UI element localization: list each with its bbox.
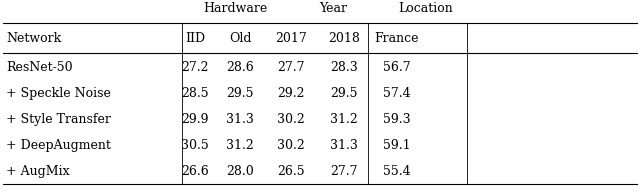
Text: 2017: 2017 (275, 32, 307, 45)
Text: 28.5: 28.5 (181, 87, 209, 100)
Text: 57.4: 57.4 (383, 87, 411, 100)
Text: 56.7: 56.7 (383, 61, 411, 74)
Text: 30.2: 30.2 (277, 113, 305, 126)
Text: Year: Year (319, 2, 347, 15)
Text: ResNet-50: ResNet-50 (6, 61, 73, 74)
Text: + Speckle Noise: + Speckle Noise (6, 87, 111, 100)
Text: 29.2: 29.2 (278, 87, 305, 100)
Text: + Style Transfer: + Style Transfer (6, 113, 111, 126)
Text: + AugMix: + AugMix (6, 165, 70, 178)
Text: 55.4: 55.4 (383, 165, 411, 178)
Text: 31.2: 31.2 (330, 113, 358, 126)
Text: Network: Network (6, 32, 61, 45)
Text: Old: Old (228, 32, 252, 45)
Text: 59.3: 59.3 (383, 113, 411, 126)
Text: + DeepAugment: + DeepAugment (6, 139, 111, 152)
Text: 30.2: 30.2 (277, 139, 305, 152)
Text: 31.3: 31.3 (226, 113, 254, 126)
Text: 26.5: 26.5 (277, 165, 305, 178)
Text: Hardware: Hardware (204, 2, 268, 15)
Text: 29.9: 29.9 (182, 113, 209, 126)
Text: 2018: 2018 (328, 32, 360, 45)
Text: 31.2: 31.2 (226, 139, 254, 152)
Text: 27.2: 27.2 (182, 61, 209, 74)
Text: 28.0: 28.0 (226, 165, 254, 178)
Text: 27.7: 27.7 (331, 165, 358, 178)
Text: 29.5: 29.5 (331, 87, 358, 100)
Text: 31.3: 31.3 (330, 139, 358, 152)
Text: 28.3: 28.3 (330, 61, 358, 74)
Text: 26.6: 26.6 (181, 165, 209, 178)
Text: IID: IID (185, 32, 205, 45)
Text: 28.6: 28.6 (226, 61, 254, 74)
Text: Location: Location (398, 2, 453, 15)
Text: 30.5: 30.5 (181, 139, 209, 152)
Text: 29.5: 29.5 (227, 87, 253, 100)
Text: 27.7: 27.7 (278, 61, 305, 74)
Text: France: France (374, 32, 419, 45)
Text: 59.1: 59.1 (383, 139, 411, 152)
